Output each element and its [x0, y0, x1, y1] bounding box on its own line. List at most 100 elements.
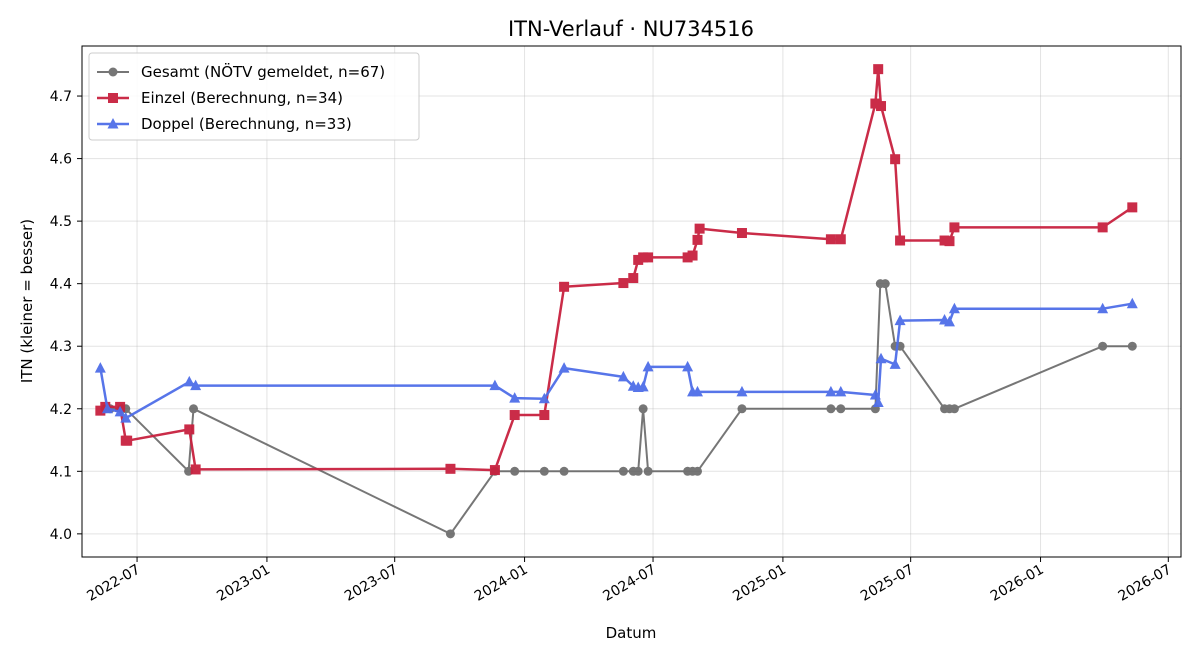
- data-point-einzel: [643, 252, 654, 263]
- series-doppel: [94, 297, 1138, 423]
- data-point-einzel: [184, 424, 195, 435]
- data-point-doppel: [183, 375, 195, 387]
- data-point-doppel: [872, 396, 884, 408]
- data-point-einzel: [835, 234, 846, 245]
- data-point-einzel: [1127, 202, 1138, 213]
- data-point-einzel: [890, 154, 901, 165]
- data-point-doppel: [736, 385, 748, 397]
- legend-item-gesamt: [97, 67, 129, 77]
- data-point-gesamt: [643, 466, 653, 476]
- data-point-gesamt: [618, 466, 628, 476]
- data-point-doppel: [642, 360, 654, 372]
- legend-label: Gesamt (NÖTV gemeldet, n=67): [141, 62, 385, 81]
- data-point-einzel: [895, 235, 906, 246]
- data-point-doppel: [94, 362, 106, 373]
- data-point-einzel: [944, 236, 955, 247]
- data-point-doppel: [682, 360, 694, 372]
- data-point-gesamt: [1127, 341, 1137, 351]
- data-point-gesamt: [189, 404, 199, 414]
- data-point-einzel: [694, 223, 705, 234]
- data-point-doppel: [637, 380, 649, 392]
- axis-ticks: 4.0 4.1 4.2 4.3 4.4 4.5 4.6 4.7 2022-07 2023-01 20…: [50, 89, 1175, 605]
- legend-swatch-marker: [108, 93, 118, 103]
- data-point-doppel: [120, 412, 132, 423]
- data-point-einzel: [445, 463, 456, 474]
- data-point-doppel: [1097, 302, 1109, 314]
- y-tick-label: 4.7: [50, 89, 72, 105]
- data-point-doppel: [190, 379, 202, 391]
- y-tick-label: 4.2: [50, 402, 72, 418]
- legend-label: Doppel (Berechnung, n=33): [141, 115, 352, 133]
- data-point-einzel: [509, 410, 520, 421]
- data-point-einzel: [489, 465, 500, 476]
- data-point-gesamt: [1098, 341, 1108, 351]
- legend: Gesamt (NÖTV gemeldet, n=67) Einzel (Bere…: [88, 52, 420, 141]
- data-point-gesamt: [445, 529, 455, 539]
- y-tick-label: 4.3: [50, 339, 72, 355]
- data-point-doppel: [889, 358, 901, 369]
- data-point-gesamt: [880, 279, 890, 289]
- series-layer: [94, 64, 1138, 539]
- data-point-gesamt: [633, 466, 643, 476]
- data-point-doppel: [538, 392, 550, 404]
- x-axis-label: Datum: [606, 624, 657, 642]
- data-point-doppel: [558, 362, 570, 373]
- x-tick-label: 2023-01: [214, 562, 273, 605]
- x-tick-label: 2023-07: [342, 562, 401, 605]
- legend-label: Einzel (Berechnung, n=34): [141, 89, 343, 107]
- plot-frame: [81, 45, 1182, 558]
- series-line-doppel: [99, 302, 1133, 420]
- data-point-einzel: [628, 273, 639, 284]
- data-point-gesamt: [737, 404, 747, 414]
- data-point-einzel: [1097, 222, 1108, 233]
- data-point-einzel: [825, 234, 836, 245]
- series-line-einzel: [99, 67, 1133, 472]
- data-point-einzel: [873, 64, 884, 75]
- data-point-einzel: [876, 101, 887, 112]
- y-axis-label: ITN (kleiner = besser): [18, 219, 36, 383]
- y-tick-label: 4.6: [50, 152, 72, 168]
- y-tick-label: 4.4: [50, 277, 72, 293]
- data-point-einzel: [870, 98, 881, 109]
- legend-swatch-marker: [107, 118, 119, 129]
- x-tick-label: 2024-01: [472, 562, 531, 605]
- data-point-einzel: [692, 234, 703, 245]
- x-tick-label: 2024-07: [600, 562, 659, 605]
- data-point-doppel: [835, 385, 847, 397]
- chart-title: ITN-Verlauf · NU734516: [508, 17, 754, 41]
- data-point-einzel: [736, 228, 747, 239]
- x-tick-label: 2022-07: [84, 562, 143, 605]
- y-tick-label: 4.1: [50, 464, 72, 480]
- data-point-gesamt: [638, 404, 648, 414]
- x-tick-label: 2025-07: [858, 562, 917, 605]
- data-point-gesamt: [836, 404, 846, 414]
- data-point-gesamt: [692, 466, 702, 476]
- data-point-gesamt: [539, 466, 549, 476]
- data-point-einzel: [190, 464, 201, 475]
- legend-box: [88, 52, 420, 141]
- data-point-einzel: [559, 281, 570, 292]
- x-tick-label: 2026-01: [988, 562, 1047, 605]
- data-point-gesamt: [510, 466, 520, 476]
- data-point-einzel: [687, 250, 698, 261]
- data-point-doppel: [617, 370, 629, 382]
- legend-item-einzel: [97, 93, 129, 103]
- data-point-doppel: [948, 302, 960, 314]
- data-point-einzel: [539, 410, 550, 421]
- data-point-gesamt: [826, 404, 836, 414]
- legend-swatch-marker: [108, 67, 118, 77]
- data-point-doppel: [875, 352, 887, 364]
- series-einzel: [95, 64, 1138, 476]
- data-point-doppel: [1126, 297, 1138, 309]
- y-tick-label: 4.5: [50, 214, 72, 230]
- data-point-gesamt: [559, 466, 569, 476]
- data-point-doppel: [489, 379, 501, 391]
- data-point-gesamt: [949, 404, 959, 414]
- data-point-einzel: [122, 435, 133, 446]
- x-tick-label: 2026-07: [1116, 562, 1175, 605]
- data-point-doppel: [509, 392, 521, 403]
- x-tick-label: 2025-01: [730, 562, 789, 605]
- y-tick-label: 4.0: [50, 527, 72, 543]
- data-point-einzel: [949, 222, 960, 233]
